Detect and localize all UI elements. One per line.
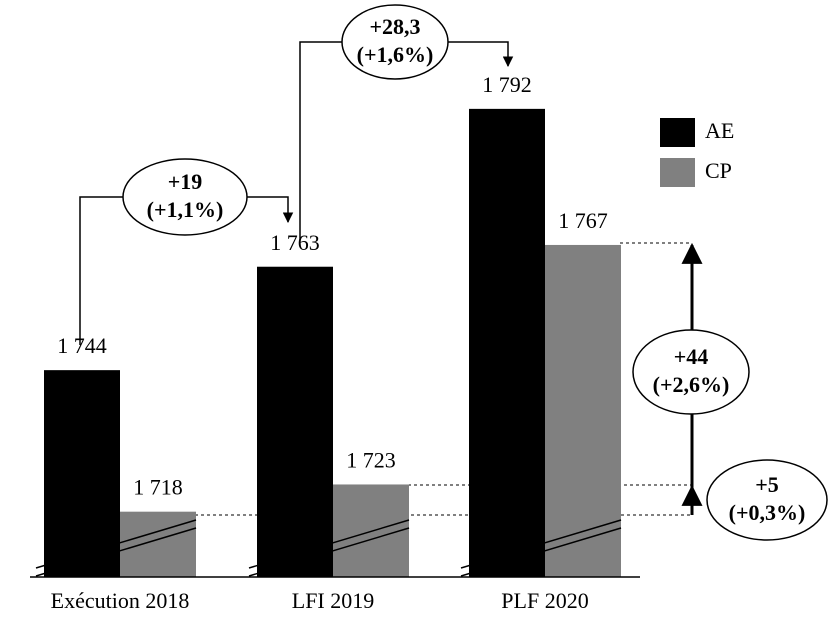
axis-break bbox=[35, 527, 197, 577]
axis-break bbox=[460, 527, 622, 577]
x-tick-label: Exécution 2018 bbox=[51, 588, 190, 613]
annotation-change: +44 bbox=[674, 344, 709, 369]
bar bbox=[545, 244, 621, 578]
axis-break bbox=[460, 519, 622, 569]
annotation-pct: (+1,6%) bbox=[357, 42, 434, 67]
x-tick-label: LFI 2019 bbox=[292, 588, 375, 613]
bar bbox=[44, 370, 120, 577]
x-tick-label: PLF 2020 bbox=[501, 588, 588, 613]
connector bbox=[79, 196, 123, 345]
annotation-change: +28,3 bbox=[369, 14, 420, 39]
value-label: 1 767 bbox=[558, 208, 608, 233]
annotation-pct: (+0,3%) bbox=[729, 500, 806, 525]
legend-swatch bbox=[660, 158, 695, 187]
annotation-change: +5 bbox=[755, 472, 779, 497]
connector bbox=[299, 41, 342, 240]
value-label: 1 744 bbox=[57, 333, 107, 358]
bar bbox=[120, 511, 196, 577]
annotation-pct: (+2,6%) bbox=[653, 372, 730, 397]
axis-break bbox=[248, 519, 410, 569]
value-label: 1 792 bbox=[482, 72, 532, 97]
annotation-bubble bbox=[341, 4, 449, 80]
bar bbox=[469, 108, 545, 578]
legend-label: CP bbox=[705, 158, 732, 183]
value-label: 1 718 bbox=[133, 475, 183, 500]
annotation-pct: (+1,1%) bbox=[147, 197, 224, 222]
bar bbox=[257, 266, 333, 577]
connector bbox=[247, 196, 294, 224]
legend-swatch bbox=[660, 118, 695, 147]
connector bbox=[448, 41, 514, 68]
axis-break bbox=[35, 519, 197, 569]
legend-label: AE bbox=[705, 118, 734, 143]
annotation-bubble bbox=[706, 459, 828, 541]
annotation-bubble bbox=[122, 158, 248, 236]
annotation-bubble bbox=[632, 329, 750, 415]
value-label: 1 723 bbox=[346, 448, 396, 473]
value-label: 1 763 bbox=[270, 230, 320, 255]
axis-break bbox=[248, 527, 410, 577]
annotation-change: +19 bbox=[168, 169, 203, 194]
